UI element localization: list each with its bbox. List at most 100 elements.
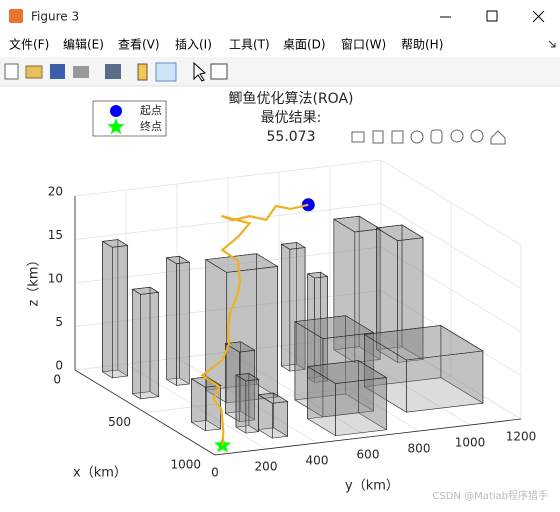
property-icon[interactable] [210,63,228,80]
menu-item[interactable]: 窗口(W) [341,38,386,52]
axes-tool[interactable] [372,130,384,144]
obstacle-face [406,350,484,413]
z-tick-label: 5 [55,315,63,329]
obstacle-face [166,257,177,386]
axes-tool[interactable] [490,130,506,145]
grid-line [74,203,382,240]
obstacle-face [271,401,288,439]
grid-line [380,246,522,333]
axes-toolbar [351,129,506,145]
axes-tool[interactable] [450,129,464,143]
grid-line [380,290,522,376]
y-tick-label: 800 [408,442,431,456]
toolbar-icons [4,61,228,82]
open-icon[interactable] [25,65,43,79]
axes-tool[interactable] [430,129,443,144]
z-tick-label: 20 [48,185,63,199]
x-axis-label: x（km） [73,466,127,481]
menu-item[interactable]: 查看(V) [118,38,160,52]
obstacle-face [101,239,129,248]
new-icon[interactable] [4,63,19,80]
y-tick-label: 1000 [455,436,486,450]
maximize-button[interactable] [486,10,498,22]
grid-line [74,159,382,197]
menu-item[interactable]: 工具(T) [229,38,270,52]
legend-symbol [110,105,122,117]
y-tick-label: 0 [211,466,219,480]
y-tick-label: 400 [306,454,329,468]
obstacle-face [224,341,256,353]
legend-label: 起点 [140,104,162,117]
obstacle-face [165,255,191,264]
menu-item[interactable]: 插入(I) [175,38,212,52]
z-tick-label: 10 [48,272,63,286]
obstacle-face [235,374,247,434]
legend-icon[interactable] [155,62,177,82]
menu-item[interactable]: 编辑(E) [63,37,104,52]
print-icon[interactable] [73,66,89,78]
obstacle-face [257,392,289,404]
x-tick-label: 500 [108,415,131,429]
grid-line [380,203,522,289]
obstacle-face [191,378,206,432]
menu-bar [0,33,560,57]
obstacle-face [335,377,387,437]
obstacle-face [294,315,375,339]
legend-label: 终点 [140,119,162,133]
close-button[interactable] [532,10,545,23]
axes-tool[interactable] [391,130,404,144]
axes-tool[interactable] [470,129,484,143]
axes-tool[interactable] [410,130,424,144]
legend-symbol [107,118,125,135]
z-axis-label: z（km） [27,253,42,306]
pointer-icon[interactable] [193,61,207,82]
grid-line [227,351,369,438]
obstacle-face [235,373,260,382]
obstacle-face [280,242,306,250]
menu-item[interactable]: 文件(F) [9,37,49,52]
grid-line [380,159,522,246]
x-axis [74,369,216,456]
z-tick-label: 15 [48,228,63,242]
obstacle-face [176,261,190,386]
grid-line [74,246,382,284]
obstacle-face [375,224,424,241]
axes-tool[interactable] [351,131,365,143]
obstacle-face [245,379,259,434]
dock-button[interactable] [548,40,556,48]
chart-title: 最优结果: [261,110,322,126]
link-icon[interactable] [105,64,121,79]
menu-item[interactable]: 帮助(H) [401,38,443,52]
save-icon[interactable] [50,64,65,79]
x-tick-label: 1000 [170,458,201,472]
obstacle-face [205,385,221,432]
obstacle-face [332,215,382,233]
obstacle-face [131,286,160,295]
obstacle-face [281,243,291,372]
chart-title: 鲫鱼优化算法(ROA) [228,90,353,107]
grid-line [125,363,267,450]
y-tick-label: 1200 [506,430,537,444]
app-icon [9,9,23,23]
obstacle-face [363,325,484,361]
y-tick-label: 600 [357,448,380,462]
toolbar [0,57,560,86]
obstacle-face [102,240,113,379]
path-line [200,203,309,446]
colorbar-icon[interactable] [137,63,148,81]
obstacle-face [112,245,128,379]
x-tick-label: 0 [53,373,61,387]
y-axis [214,418,522,456]
obstacle-face [306,360,388,384]
z-tick-label: 0 [55,359,63,373]
obstacle-face [306,271,329,279]
grid-line [74,290,382,327]
obstacle-face [190,376,222,388]
grid-line [74,333,382,371]
watermark: CSDN @Matlab程序猎手 [432,489,548,502]
menu-item[interactable]: 桌面(D) [283,38,326,52]
window-title: Figure 3 [31,10,79,24]
legend-box [92,100,167,137]
grid-line [278,345,420,432]
